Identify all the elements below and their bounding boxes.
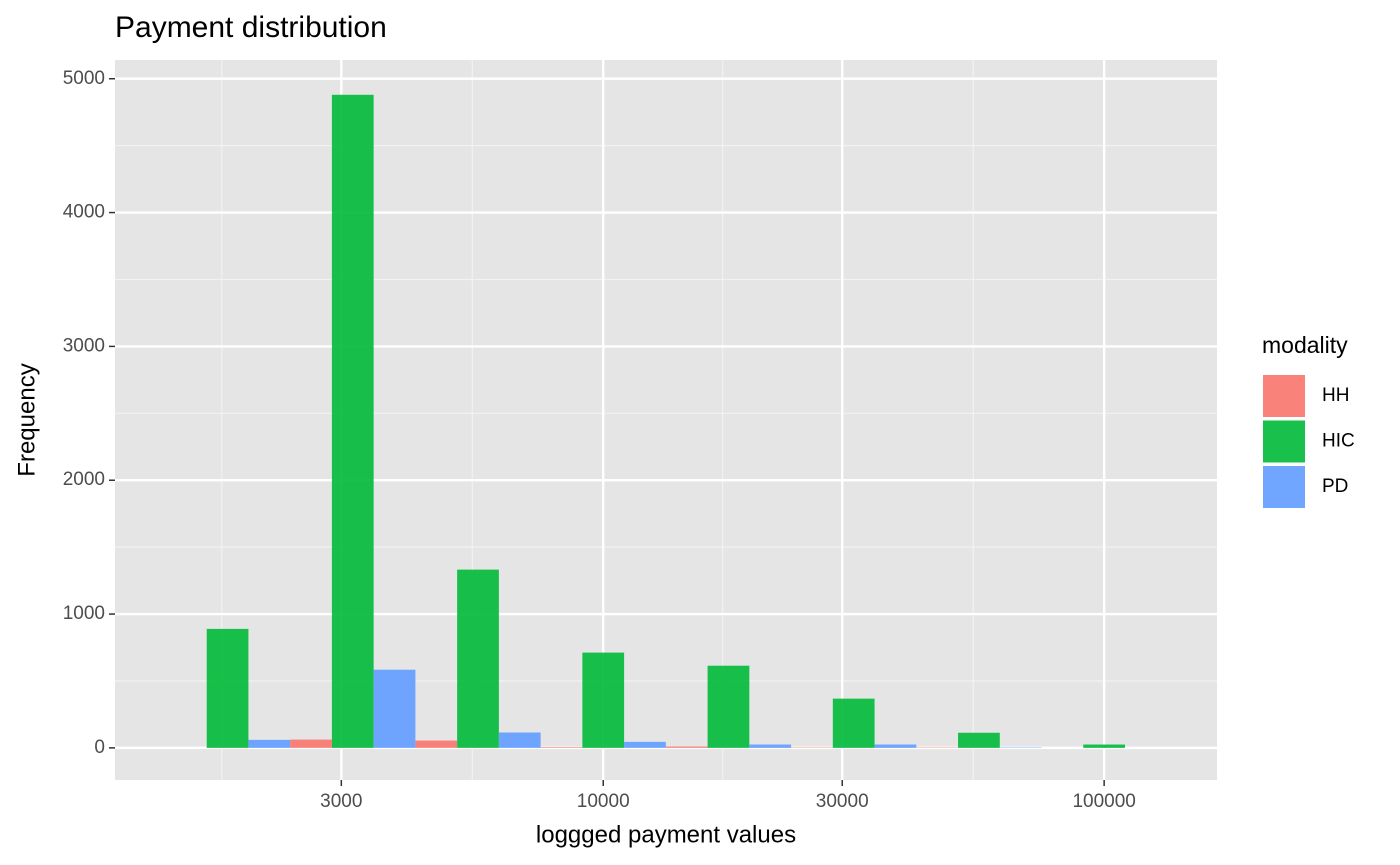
bar	[958, 732, 1000, 748]
legend-label: HH	[1322, 385, 1349, 406]
bar	[1083, 744, 1126, 748]
bar	[665, 746, 708, 748]
bar	[290, 739, 332, 748]
panel-background	[115, 60, 1217, 780]
bar	[248, 739, 291, 748]
bar	[415, 740, 458, 748]
bar	[498, 732, 541, 748]
legend-label: HIC	[1322, 431, 1355, 452]
legend-key	[1263, 466, 1305, 508]
bar	[832, 698, 875, 748]
legend-key	[1263, 420, 1305, 463]
x-axis-label: loggged payment values	[536, 821, 796, 848]
legend-title: modality	[1262, 332, 1348, 358]
legend-key	[1263, 375, 1305, 417]
y-tick-label: 0	[94, 737, 105, 758]
x-tick-label: 30000	[816, 791, 869, 812]
y-tick-label: 1000	[63, 603, 105, 624]
bar	[373, 669, 416, 748]
x-tick-label: 10000	[577, 791, 630, 812]
y-tick-label: 5000	[63, 68, 105, 89]
bar	[874, 744, 917, 748]
bar	[582, 652, 625, 748]
bar	[624, 741, 666, 748]
bar	[331, 94, 374, 748]
x-tick-label: 100000	[1072, 791, 1135, 812]
chart-title: Payment distribution	[115, 11, 387, 44]
y-tick-label: 3000	[63, 335, 105, 356]
y-tick-label: 2000	[63, 469, 105, 490]
y-tick-label: 4000	[63, 202, 105, 223]
legend-label: PD	[1322, 476, 1348, 497]
bar	[540, 747, 583, 748]
bar	[707, 665, 750, 748]
x-tick-label: 3000	[320, 791, 362, 812]
bar	[749, 744, 792, 748]
bar	[457, 569, 499, 748]
bar	[206, 628, 249, 748]
y-axis-label: Frequency	[13, 363, 40, 476]
